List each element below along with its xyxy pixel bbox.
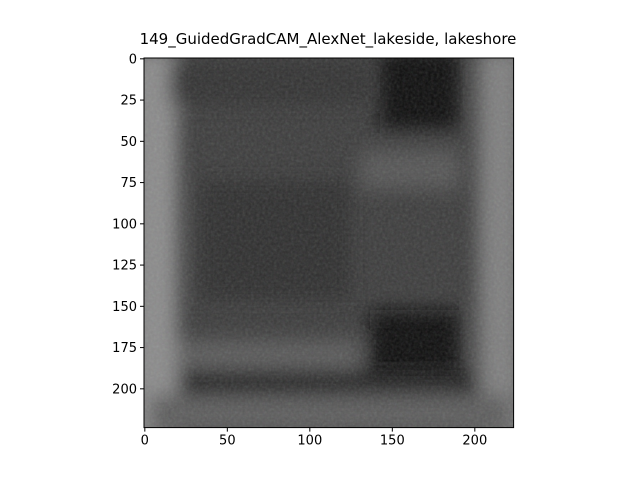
- y-tick-label: 200: [112, 382, 137, 397]
- x-tick-label: 200: [462, 434, 487, 449]
- x-tick-label: 150: [380, 434, 405, 449]
- chart-title: 149_GuidedGradCAM_AlexNet_lakeside, lake…: [140, 30, 517, 49]
- y-tick-label: 0: [129, 52, 137, 67]
- x-tick-label: 0: [141, 434, 149, 449]
- image: [144, 58, 514, 428]
- x-tick-label: 100: [297, 434, 322, 449]
- y-tick-label: 150: [112, 300, 137, 315]
- y-tick-label: 50: [120, 135, 137, 150]
- y-tick-label: 100: [112, 217, 137, 232]
- y-tick-label: 175: [112, 341, 137, 356]
- x-tick-label: 50: [219, 434, 236, 449]
- y-tick-label: 125: [112, 259, 137, 274]
- axes-frame: [143, 57, 515, 429]
- y-tick-label: 75: [120, 176, 137, 191]
- y-tick-label: 25: [120, 94, 137, 109]
